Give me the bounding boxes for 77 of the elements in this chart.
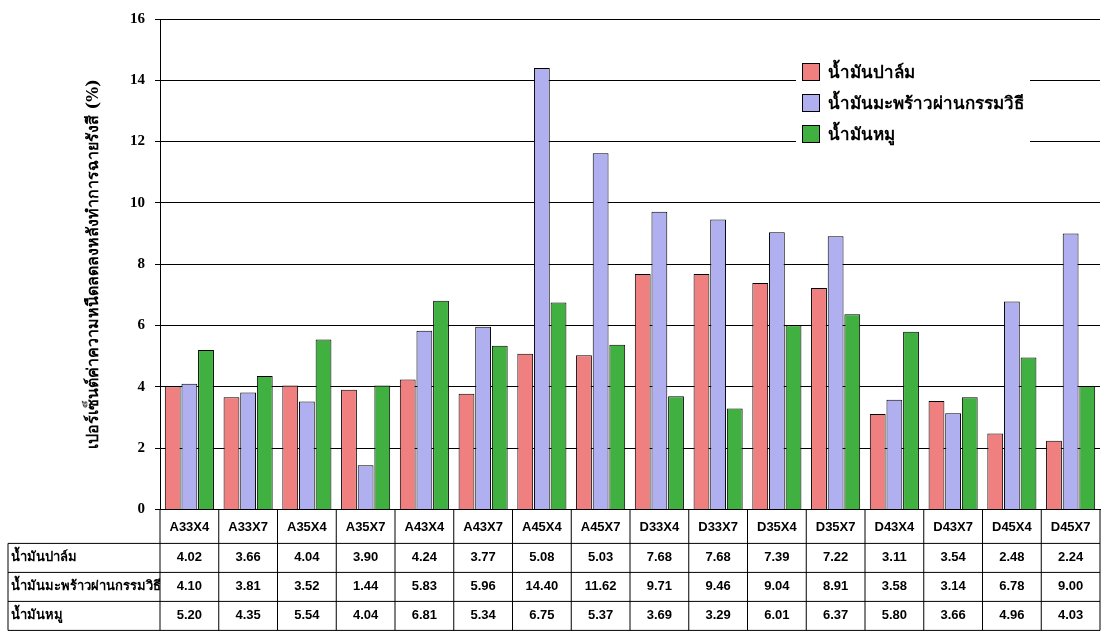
data-label: 9.71 [646, 578, 673, 594]
legend-label: น้ำมันหมู [828, 120, 895, 147]
x-tick-label: A35X7 [345, 518, 386, 534]
data-label: 6.75 [529, 607, 555, 623]
data-label: 6.78 [999, 578, 1025, 594]
data-label: 6.81 [411, 607, 438, 623]
data-label: 3.81 [235, 578, 261, 594]
y-tick-label: 8 [137, 255, 145, 272]
data-label: 3.66 [235, 549, 261, 565]
y-tick-label: 0 [137, 500, 145, 517]
data-label: 2.48 [999, 549, 1025, 565]
y-tick-label: 2 [137, 438, 145, 455]
data-label: 5.83 [411, 578, 438, 594]
y-tick-label: 10 [130, 193, 145, 210]
data-label: 7.68 [705, 549, 731, 565]
y-tick-label: 6 [137, 316, 146, 333]
data-label: 4.35 [235, 607, 261, 623]
data-label: 3.90 [352, 549, 379, 565]
x-tick-label: D45X7 [1050, 518, 1091, 534]
data-label: 3.52 [294, 578, 320, 594]
x-tick-label: D43X4 [874, 518, 916, 534]
data-label: 3.11 [882, 549, 907, 565]
data-label: 4.03 [1057, 607, 1084, 623]
data-label: 6.01 [764, 607, 790, 623]
x-tick-label: A35X4 [287, 518, 328, 534]
data-label: 14.40 [525, 578, 559, 594]
data-label: 11.62 [584, 578, 617, 594]
data-label: 5.80 [881, 607, 908, 623]
x-tick-label: A45X7 [580, 518, 621, 534]
x-tick-label: D43X7 [933, 518, 973, 534]
data-label: 5.08 [529, 549, 555, 565]
x-tick-label: D45X4 [992, 518, 1033, 534]
y-axis-title: เปอร์เซ็นต์ค่าความหนืดลดลงหลังทำการฉายรังสี (%) [80, 79, 102, 450]
data-label: 8.91 [822, 578, 849, 594]
data-label: 4.04 [352, 607, 380, 623]
data-label: 5.20 [176, 607, 203, 623]
data-label: 3.54 [940, 549, 967, 565]
data-label: 5.03 [587, 549, 614, 565]
data-label: 4.96 [999, 607, 1025, 623]
data-label: 4.24 [411, 549, 438, 565]
data-label: 1.44 [352, 578, 380, 594]
data-label: 9.04 [764, 578, 791, 594]
x-tick-label: A33X4 [169, 518, 211, 534]
legend-label: น้ำมันปาล์ม [828, 58, 915, 84]
data-label: 6.37 [822, 607, 849, 623]
x-tick-label: A43X4 [404, 518, 446, 534]
x-tick-label: A33X7 [228, 518, 268, 534]
data-label: 7.39 [764, 549, 790, 565]
data-label: 5.54 [294, 607, 321, 623]
data-label: 3.77 [470, 549, 496, 565]
data-label: 3.14 [940, 578, 967, 594]
y-tick-label: 16 [130, 9, 146, 26]
data-label: 4.02 [176, 549, 203, 565]
x-tick-label: D33X7 [698, 518, 738, 534]
data-label: 3.29 [705, 607, 731, 623]
data-label: 9.46 [705, 578, 731, 594]
data-label: 7.68 [646, 549, 673, 565]
data-label: 7.22 [822, 549, 849, 565]
y-tick-label: 4 [137, 377, 146, 394]
data-label: 4.04 [294, 549, 321, 565]
data-label: 4.10 [176, 578, 203, 594]
data-label: 5.37 [587, 607, 614, 623]
data-label: 3.69 [646, 607, 673, 623]
data-label: 9.00 [1057, 578, 1084, 594]
x-tick-label: D35X4 [757, 518, 798, 534]
x-tick-label: A45X4 [522, 518, 563, 534]
y-tick-label: 14 [130, 71, 146, 88]
data-label: 3.58 [881, 578, 908, 594]
data-label: 2.24 [1057, 549, 1085, 565]
x-tick-label: D35X7 [815, 518, 856, 534]
x-tick-label: A43X7 [463, 518, 503, 534]
x-tick-label: D33X4 [639, 518, 681, 534]
y-tick-label: 12 [130, 132, 145, 149]
data-label: 5.96 [470, 578, 496, 594]
legend-label: น้ำมันมะพร้าวผ่านกรรมวิธี [828, 89, 1024, 115]
data-label: 3.66 [940, 607, 966, 623]
data-label: 5.34 [470, 607, 497, 623]
